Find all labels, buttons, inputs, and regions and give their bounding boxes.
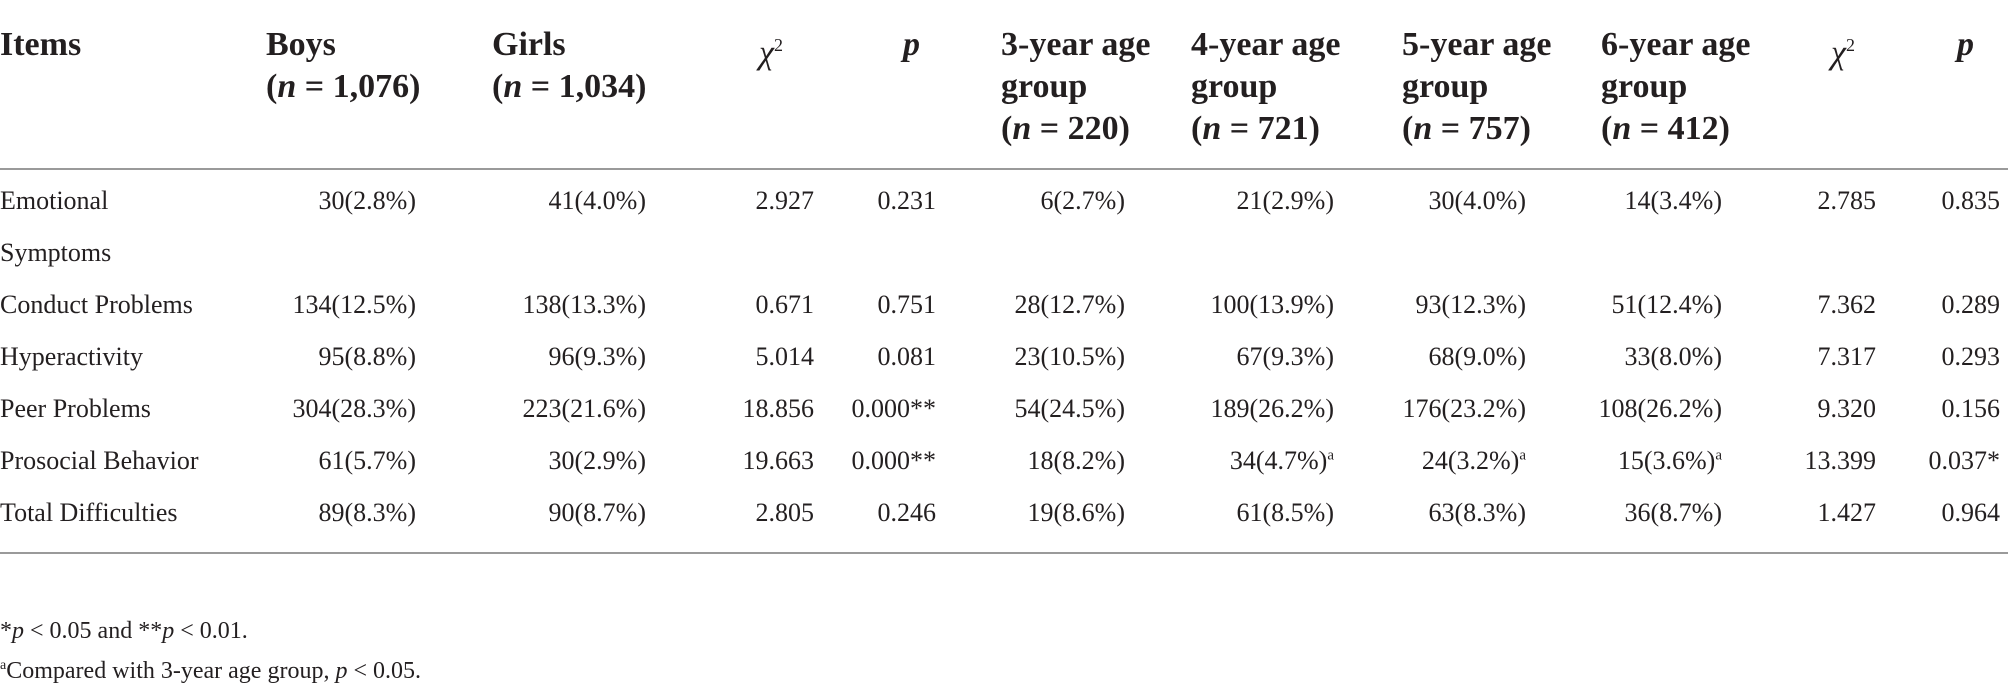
cell-a5: 63(8.3%)	[1428, 498, 1526, 527]
cell-chi1: 5.014	[755, 342, 815, 371]
cell-a6: 14(3.4%)	[1624, 186, 1722, 215]
cell-a3: 28(12.7%)	[1014, 290, 1125, 319]
cell-chi1: 2.927	[755, 186, 815, 215]
cell-boys: 61(5.7%)	[318, 446, 416, 475]
cell-a5: 93(12.3%)	[1415, 290, 1526, 319]
cell-boys: 95(8.8%)	[318, 342, 416, 371]
cell-p1: 0.000**	[851, 446, 937, 475]
cell-chi2: 7.317	[1817, 342, 1877, 371]
row-label: Prosocial Behavior	[0, 446, 199, 475]
cell-p2: 0.037*	[1928, 446, 2001, 475]
row-label: Hyperactivity	[0, 342, 143, 371]
table-row: Conduct Problems 134(12.5%) 138(13.3%) 0.67…	[0, 278, 2008, 330]
cell-chi2: 9.320	[1817, 394, 1877, 423]
cell-girls: 90(8.7%)	[548, 498, 646, 527]
row-label: Total Difficulties	[0, 498, 178, 527]
cell-a3: 23(10.5%)	[1014, 342, 1125, 371]
header-chi-square-1: χ2	[759, 34, 783, 72]
row-label: Symptoms	[0, 238, 112, 267]
cell-p2: 0.835	[1941, 186, 2001, 215]
results-table: Items Boys (n = 1,076) Girls (n = 1,034)…	[0, 0, 2008, 554]
header-age-6: 6-year age group (n = 412)	[1601, 26, 1751, 147]
table-row: Total Difficulties 89(8.3%) 90(8.7%) 2.805 0…	[0, 486, 2008, 538]
header-items: Items	[0, 26, 82, 63]
cell-a4: 61(8.5%)	[1236, 498, 1334, 527]
cell-p2: 0.293	[1941, 342, 2001, 371]
cell-girls: 96(9.3%)	[548, 342, 646, 371]
cell-a6: 33(8.0%)	[1624, 342, 1722, 371]
cell-p1: 0.751	[877, 290, 937, 319]
cell-boys: 304(28.3%)	[292, 394, 416, 423]
table-row: Symptoms	[0, 226, 2008, 278]
table-row: Prosocial Behavior 61(5.7%) 30(2.9%) 19.663…	[0, 434, 2008, 486]
cell-chi2: 13.399	[1804, 446, 1877, 475]
cell-a4: 189(26.2%)	[1210, 394, 1334, 423]
cell-chi2: 1.427	[1817, 498, 1877, 527]
cell-chi2: 7.362	[1817, 290, 1877, 319]
cell-chi1: 18.856	[742, 394, 815, 423]
cell-p1: 0.081	[877, 342, 937, 371]
header-p-2: p	[1957, 26, 1974, 63]
header-chi-square-2: χ2	[1831, 34, 1855, 72]
footnote-significance: *p < 0.05 and **p < 0.01.	[0, 618, 248, 644]
cell-girls: 138(13.3%)	[522, 290, 646, 319]
cell-girls: 30(2.9%)	[548, 446, 646, 475]
cell-p1: 0.000**	[851, 394, 937, 423]
cell-chi1: 0.671	[755, 290, 815, 319]
header-age-5: 5-year age group (n = 757)	[1402, 26, 1552, 147]
cell-a5: 68(9.0%)	[1428, 342, 1526, 371]
header-girls: Girls (n = 1,034)	[492, 26, 647, 105]
table-row: Hyperactivity 95(8.8%) 96(9.3%) 5.014 0.081 2…	[0, 330, 2008, 382]
cell-a5: 176(23.2%)	[1402, 394, 1526, 423]
cell-a6: 108(26.2%)	[1598, 394, 1722, 423]
cell-a5: 30(4.0%)	[1428, 186, 1526, 215]
cell-girls: 41(4.0%)	[548, 186, 646, 215]
cell-a3: 18(8.2%)	[1027, 446, 1125, 475]
cell-a3: 19(8.6%)	[1027, 498, 1125, 527]
cell-a3: 6(2.7%)	[1040, 186, 1125, 215]
table-header: Items Boys (n = 1,076) Girls (n = 1,034)…	[0, 0, 2008, 168]
cell-p2: 0.289	[1941, 290, 2001, 319]
bottom-rule	[0, 552, 2008, 554]
cell-a6: 36(8.7%)	[1624, 498, 1722, 527]
cell-a4: 34(4.7%)a	[1229, 446, 1334, 475]
footnote-comparison: aCompared with 3-year age group, p < 0.0…	[0, 658, 421, 684]
cell-boys: 30(2.8%)	[318, 186, 416, 215]
cell-girls: 223(21.6%)	[522, 394, 646, 423]
header-age-4: 4-year age group (n = 721)	[1191, 26, 1341, 147]
cell-p2: 0.156	[1941, 394, 2001, 423]
header-rule	[0, 168, 2008, 170]
cell-chi1: 19.663	[742, 446, 815, 475]
cell-boys: 134(12.5%)	[292, 290, 416, 319]
table-row: Emotional 30(2.8%) 41(4.0%) 2.927 0.231 6(2.7…	[0, 174, 2008, 226]
cell-p1: 0.231	[877, 186, 937, 215]
header-age-3: 3-year age group (n = 220)	[1001, 26, 1151, 147]
cell-a4: 100(13.9%)	[1210, 290, 1334, 319]
cell-a5: 24(3.2%)a	[1421, 446, 1526, 475]
cell-boys: 89(8.3%)	[318, 498, 416, 527]
cell-p1: 0.246	[877, 498, 937, 527]
row-label: Conduct Problems	[0, 290, 193, 319]
table-row: Peer Problems 304(28.3%) 223(21.6%) 18.856 0…	[0, 382, 2008, 434]
cell-chi2: 2.785	[1817, 186, 1877, 215]
header-p-1: p	[903, 26, 920, 63]
row-label: Peer Problems	[0, 394, 151, 423]
cell-a6: 51(12.4%)	[1611, 290, 1722, 319]
cell-a4: 67(9.3%)	[1236, 342, 1334, 371]
row-label: Emotional	[0, 186, 109, 215]
cell-a6: 15(3.6%)a	[1617, 446, 1722, 475]
cell-a3: 54(24.5%)	[1014, 394, 1125, 423]
cell-a4: 21(2.9%)	[1236, 186, 1334, 215]
header-boys: Boys (n = 1,076)	[266, 26, 421, 105]
cell-chi1: 2.805	[755, 498, 815, 527]
cell-p2: 0.964	[1941, 498, 2001, 527]
